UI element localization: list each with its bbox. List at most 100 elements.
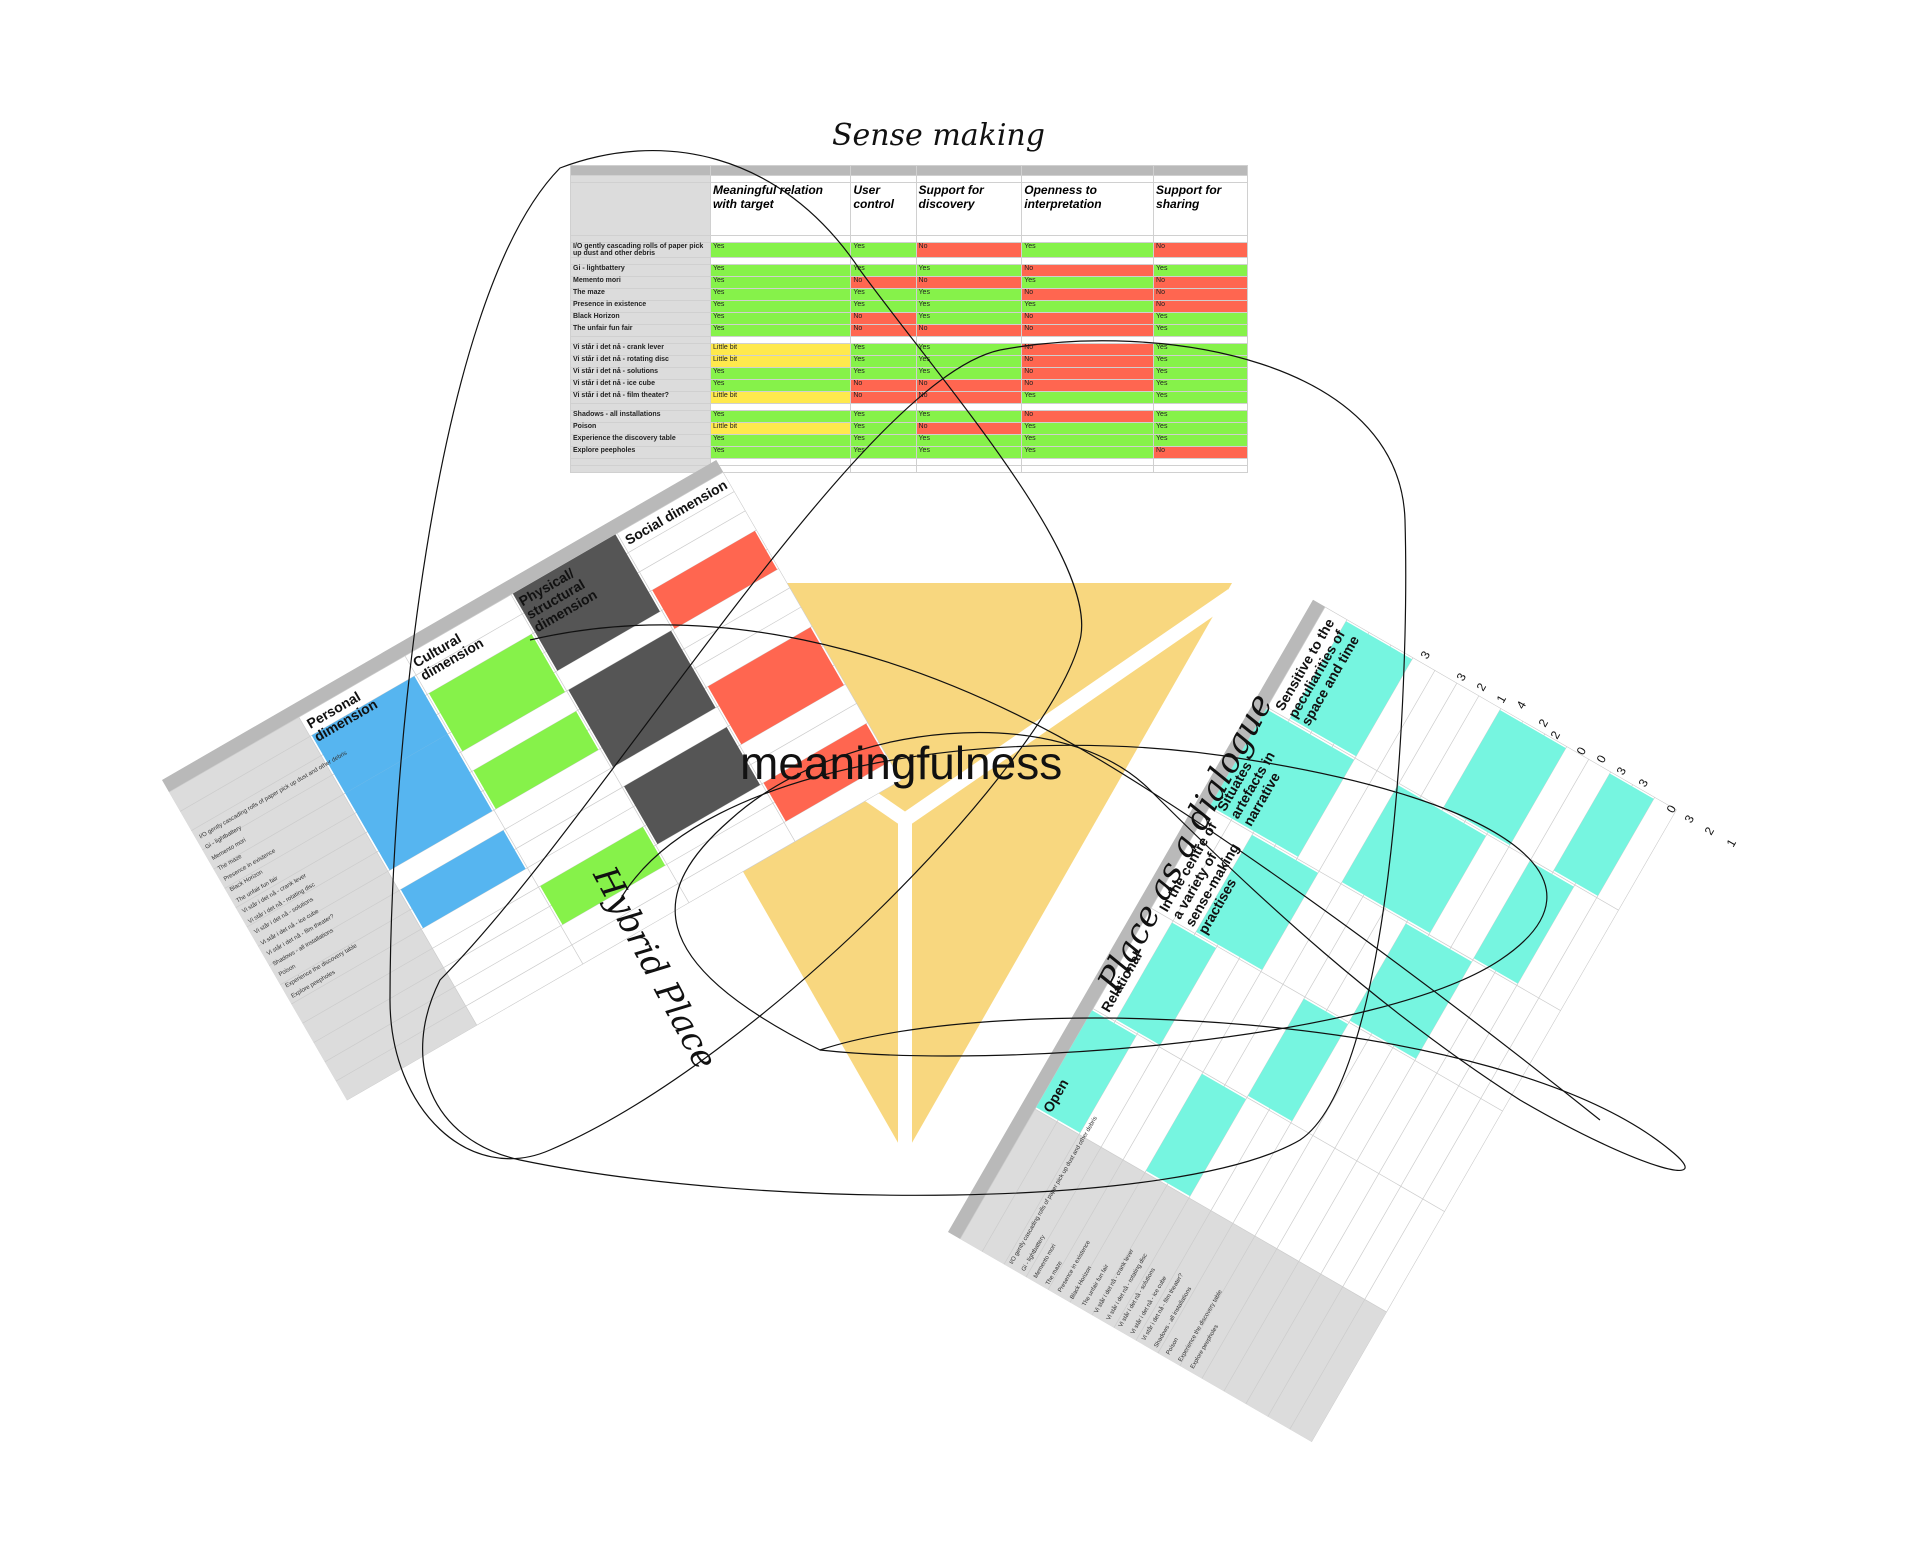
value-cell: No xyxy=(850,391,917,404)
table-row: Black Horizon Yes No Yes No Yes xyxy=(570,312,1248,325)
row-label: Explore peepholes xyxy=(570,446,711,459)
table-spacer-row xyxy=(570,257,1248,265)
table-row: Vi står i det nå - rotating disc Little b… xyxy=(570,355,1248,368)
value-cell: Yes xyxy=(915,355,1023,368)
table-row: Vi står i det nå - ice cube Yes No No No Yes xyxy=(570,379,1248,392)
row-label-empty xyxy=(570,336,711,344)
value-cell: Yes xyxy=(709,434,852,447)
row-label-empty xyxy=(570,465,711,473)
value-cell: No xyxy=(915,276,1023,289)
value-cell: Yes xyxy=(1021,300,1155,313)
table-row: Vi står i det nå - solutions Yes Yes Yes No Y… xyxy=(570,367,1248,380)
row-label: Presence in existence xyxy=(570,300,711,313)
table-row: I/O gently cascading rolls of paper pick… xyxy=(570,242,1248,258)
empty-cell xyxy=(915,465,1023,473)
value-cell: Yes xyxy=(1153,324,1248,337)
table-row: Gi - lightbattery Yes Yes Yes No Yes xyxy=(570,264,1248,277)
table-spacer-row xyxy=(570,235,1248,243)
value-cell: Yes xyxy=(850,300,917,313)
table-row: Vi står i det nå - crank lever Little bit… xyxy=(570,343,1248,356)
empty-cell xyxy=(915,257,1023,265)
empty-cell xyxy=(709,336,852,344)
row-label: Vi står i det nå - ice cube xyxy=(570,379,711,392)
row-label: Shadows - all installations xyxy=(570,410,711,423)
value-cell: Yes xyxy=(1153,410,1248,423)
value-cell: Yes xyxy=(1153,434,1248,447)
value-cell: No xyxy=(915,242,1023,258)
value-cell: Yes xyxy=(850,446,917,459)
empty-cell xyxy=(1153,458,1248,466)
empty-cell xyxy=(850,257,917,265)
empty-cell xyxy=(1021,257,1155,265)
value-cell: Yes xyxy=(915,446,1023,459)
column-header: User control xyxy=(850,182,917,236)
value-cell: Yes xyxy=(709,379,852,392)
meaningfulness-label: meaningfulness xyxy=(740,737,1063,789)
row-label: Vi står i det nå - solutions xyxy=(570,367,711,380)
value-cell: Yes xyxy=(1153,367,1248,380)
value-cell: Yes xyxy=(1021,434,1155,447)
table-header-row: Meaningful relation with target User cont… xyxy=(570,182,1248,236)
value-cell: Yes xyxy=(1153,422,1248,435)
empty-cell xyxy=(1153,257,1248,265)
value-cell: Yes xyxy=(1153,379,1248,392)
empty-cell xyxy=(1021,235,1155,243)
value-cell: No xyxy=(1021,343,1155,356)
empty-cell xyxy=(1021,465,1155,473)
value-cell: Yes xyxy=(1021,391,1155,404)
value-cell: Yes xyxy=(1153,312,1248,325)
value-cell: Yes xyxy=(1153,355,1248,368)
table-row: Presence in existence Yes Yes Yes Yes No xyxy=(570,300,1248,313)
empty-cell xyxy=(1021,458,1155,466)
value-cell: Yes xyxy=(915,300,1023,313)
table-row: The maze Yes Yes Yes No No xyxy=(570,288,1248,301)
row-label: Poison xyxy=(570,422,711,435)
bar-cell xyxy=(1021,165,1155,176)
value-cell: No xyxy=(850,276,917,289)
table-spacer-row xyxy=(570,175,1248,183)
table-spacer-row xyxy=(570,458,1248,466)
value-cell: Yes xyxy=(915,343,1023,356)
empty-cell xyxy=(1153,175,1248,183)
empty-cell xyxy=(850,458,917,466)
table-spacer-row xyxy=(570,465,1248,473)
value-cell: Yes xyxy=(709,242,852,258)
row-label-empty xyxy=(570,175,711,183)
bar-cell xyxy=(850,165,917,176)
value-cell: No xyxy=(1021,324,1155,337)
value-cell: Yes xyxy=(1021,446,1155,459)
row-label: Memento mori xyxy=(570,276,711,289)
value-cell: No xyxy=(850,312,917,325)
value-cell: No xyxy=(915,324,1023,337)
bar-cell xyxy=(1153,165,1248,176)
value-cell: Yes xyxy=(915,434,1023,447)
empty-cell xyxy=(709,175,852,183)
row-label: I/O gently cascading rolls of paper pick… xyxy=(570,242,711,258)
empty-cell xyxy=(1153,403,1248,411)
value-cell: Yes xyxy=(850,264,917,277)
value-cell: Yes xyxy=(1021,422,1155,435)
value-cell: No xyxy=(915,379,1023,392)
bar-cell xyxy=(915,165,1023,176)
value-cell: Yes xyxy=(1153,264,1248,277)
table-row: Poison Little bit Yes No Yes Yes xyxy=(570,422,1248,435)
value-cell: No xyxy=(915,391,1023,404)
empty-cell xyxy=(709,465,852,473)
value-cell: Yes xyxy=(915,288,1023,301)
value-cell: Yes xyxy=(1153,391,1248,404)
empty-cell xyxy=(850,403,917,411)
value-cell: Yes xyxy=(1021,242,1155,258)
table-row: Explore peepholes Yes Yes Yes Yes No xyxy=(570,446,1248,459)
column-header: Meaningful relation with target xyxy=(709,182,852,236)
table-row: Shadows - all installations Yes Yes Yes No Ye… xyxy=(570,410,1248,423)
table-spacer-row xyxy=(570,336,1248,344)
empty-cell xyxy=(709,235,852,243)
table-row: The unfair fun fair Yes No No No Yes xyxy=(570,324,1248,337)
value-cell: Yes xyxy=(915,312,1023,325)
value-cell: Yes xyxy=(850,242,917,258)
table-spacer-row xyxy=(570,403,1248,411)
value-cell: No xyxy=(1153,446,1248,459)
row-label: Vi står i det nå - crank lever xyxy=(570,343,711,356)
value-cell: No xyxy=(1021,312,1155,325)
value-cell: Little bit xyxy=(709,355,852,368)
